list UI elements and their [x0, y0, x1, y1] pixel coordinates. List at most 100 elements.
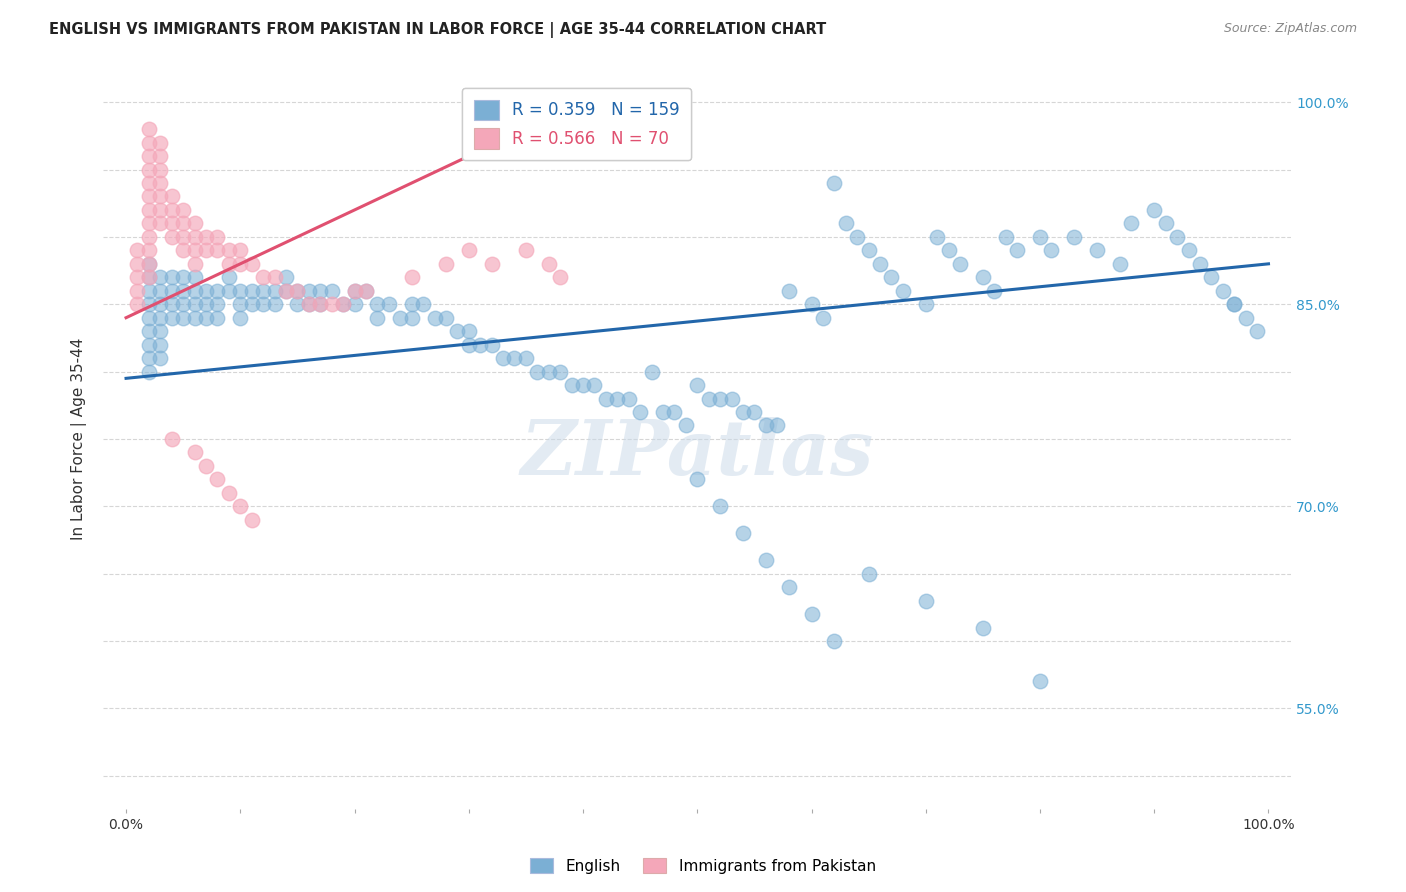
Point — [229, 257, 252, 271]
Point — [880, 270, 903, 285]
Point — [263, 284, 285, 298]
Point — [183, 310, 205, 325]
Point — [983, 284, 1005, 298]
Point — [731, 526, 754, 541]
Point — [548, 270, 571, 285]
Point — [321, 284, 343, 298]
Point — [149, 337, 172, 351]
Point — [218, 270, 240, 285]
Point — [195, 230, 218, 244]
Point — [709, 500, 731, 514]
Point — [446, 324, 468, 338]
Point — [195, 297, 218, 311]
Point — [389, 310, 412, 325]
Point — [686, 472, 709, 486]
Point — [823, 176, 845, 190]
Point — [343, 297, 366, 311]
Point — [869, 257, 891, 271]
Point — [298, 297, 321, 311]
Point — [1166, 230, 1188, 244]
Point — [240, 297, 263, 311]
Point — [138, 270, 160, 285]
Point — [561, 378, 583, 392]
Point — [138, 257, 160, 271]
Point — [652, 405, 675, 419]
Point — [1121, 216, 1143, 230]
Point — [434, 257, 457, 271]
Point — [309, 297, 332, 311]
Point — [149, 351, 172, 365]
Point — [321, 297, 343, 311]
Text: ZIPatlas: ZIPatlas — [520, 417, 875, 491]
Point — [149, 189, 172, 203]
Point — [515, 351, 537, 365]
Point — [172, 297, 194, 311]
Text: ENGLISH VS IMMIGRANTS FROM PAKISTAN IN LABOR FORCE | AGE 35-44 CORRELATION CHART: ENGLISH VS IMMIGRANTS FROM PAKISTAN IN L… — [49, 22, 827, 38]
Point — [1223, 297, 1246, 311]
Point — [492, 351, 515, 365]
Point — [127, 244, 149, 258]
Point — [1188, 257, 1211, 271]
Point — [172, 310, 194, 325]
Point — [457, 337, 479, 351]
Point — [366, 310, 388, 325]
Point — [457, 244, 479, 258]
Point — [183, 216, 205, 230]
Point — [218, 284, 240, 298]
Point — [160, 432, 183, 446]
Point — [994, 230, 1017, 244]
Point — [127, 284, 149, 298]
Point — [778, 580, 800, 594]
Point — [138, 122, 160, 136]
Point — [138, 297, 160, 311]
Point — [709, 392, 731, 406]
Point — [252, 270, 274, 285]
Point — [858, 566, 880, 581]
Point — [160, 202, 183, 217]
Point — [583, 378, 606, 392]
Point — [434, 310, 457, 325]
Point — [160, 284, 183, 298]
Point — [172, 244, 194, 258]
Point — [240, 513, 263, 527]
Point — [972, 621, 994, 635]
Point — [149, 149, 172, 163]
Point — [1029, 230, 1052, 244]
Point — [138, 324, 160, 338]
Point — [1063, 230, 1085, 244]
Point — [572, 378, 595, 392]
Point — [138, 162, 160, 177]
Point — [138, 337, 160, 351]
Point — [183, 297, 205, 311]
Point — [138, 284, 160, 298]
Point — [1177, 244, 1199, 258]
Point — [401, 270, 423, 285]
Point — [229, 310, 252, 325]
Point — [1246, 324, 1268, 338]
Text: Source: ZipAtlas.com: Source: ZipAtlas.com — [1223, 22, 1357, 36]
Point — [640, 365, 662, 379]
Legend: English, Immigrants from Pakistan: English, Immigrants from Pakistan — [524, 852, 882, 880]
Point — [240, 284, 263, 298]
Point — [755, 418, 778, 433]
Point — [138, 202, 160, 217]
Point — [172, 270, 194, 285]
Point — [423, 310, 446, 325]
Point — [138, 189, 160, 203]
Point — [160, 297, 183, 311]
Point — [617, 392, 640, 406]
Point — [800, 607, 823, 621]
Point — [343, 284, 366, 298]
Point — [811, 310, 834, 325]
Point — [160, 189, 183, 203]
Point — [354, 284, 377, 298]
Point — [675, 418, 697, 433]
Point — [274, 270, 297, 285]
Point — [138, 136, 160, 150]
Point — [207, 284, 229, 298]
Point — [229, 500, 252, 514]
Point — [207, 310, 229, 325]
Point — [218, 485, 240, 500]
Point — [183, 270, 205, 285]
Point — [401, 297, 423, 311]
